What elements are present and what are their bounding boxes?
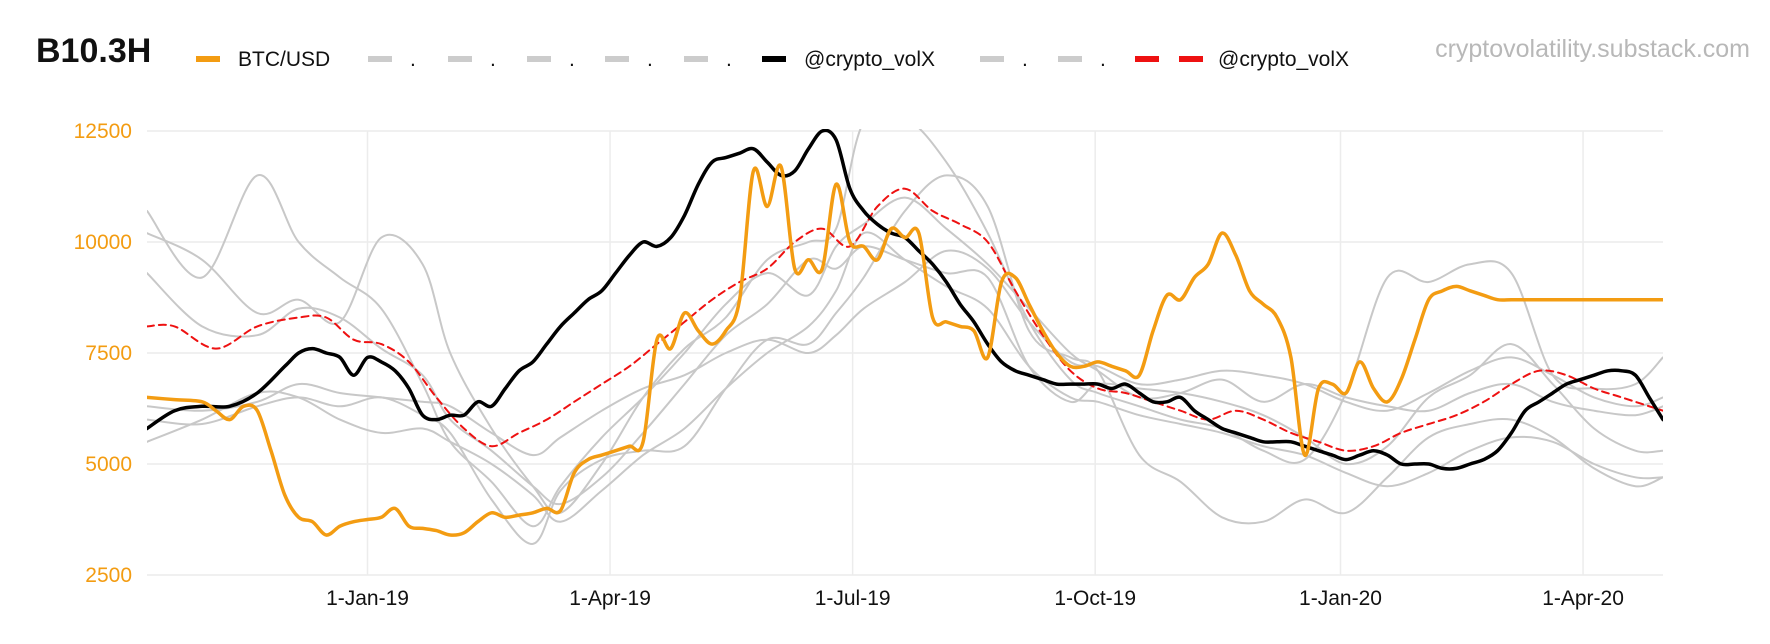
y-tick-label: 7500	[85, 342, 132, 365]
series-line-3	[147, 231, 1663, 523]
watermark-text: cryptovolatility.substack.com	[1435, 35, 1750, 63]
legend-label: @crypto_volX	[1218, 48, 1349, 71]
series-line-6	[147, 187, 1663, 452]
legend-label: .	[569, 48, 575, 71]
legend-label: .	[410, 48, 416, 71]
series-line-4	[147, 174, 1663, 545]
series-line-1	[147, 129, 1663, 515]
legend: BTC/USD..... @crypto_volX.. @crypto_volX	[196, 48, 1349, 71]
y-tick-label: 2500	[85, 564, 132, 587]
chart-title: B10.3H	[36, 32, 151, 70]
x-tick-label: 1-Jul-19	[815, 587, 891, 610]
legend-label: .	[490, 48, 496, 71]
series-line-7	[147, 129, 1663, 471]
legend-label: @crypto_volX	[804, 48, 935, 71]
legend-label: .	[647, 48, 653, 71]
x-tick-label: 1-Oct-19	[1054, 587, 1136, 610]
y-tick-label: 5000	[85, 453, 132, 476]
series-lines	[147, 129, 1663, 545]
x-axis: 1-Jan-19 1-Apr-19 1-Jul-19 1-Oct-19 1-Jan-20…	[326, 587, 1624, 610]
series-line-5	[147, 249, 1663, 457]
x-tick-label: 1-Jan-19	[326, 587, 409, 610]
x-tick-label: 1-Jan-20	[1299, 587, 1382, 610]
y-axis: 12500 10000 7500 5000 2500	[74, 120, 132, 587]
y-tick-label: 12500	[74, 120, 132, 143]
legend-label: .	[1022, 48, 1028, 71]
series-line-8	[147, 163, 1663, 537]
series-line-0	[147, 174, 1663, 528]
x-tick-label: 1-Apr-19	[569, 587, 651, 610]
x-tick-label: 1-Apr-20	[1542, 587, 1624, 610]
legend-label: BTC/USD	[238, 48, 330, 71]
legend-label: .	[1100, 48, 1106, 71]
legend-label: .	[726, 48, 732, 71]
y-tick-label: 10000	[74, 231, 132, 254]
